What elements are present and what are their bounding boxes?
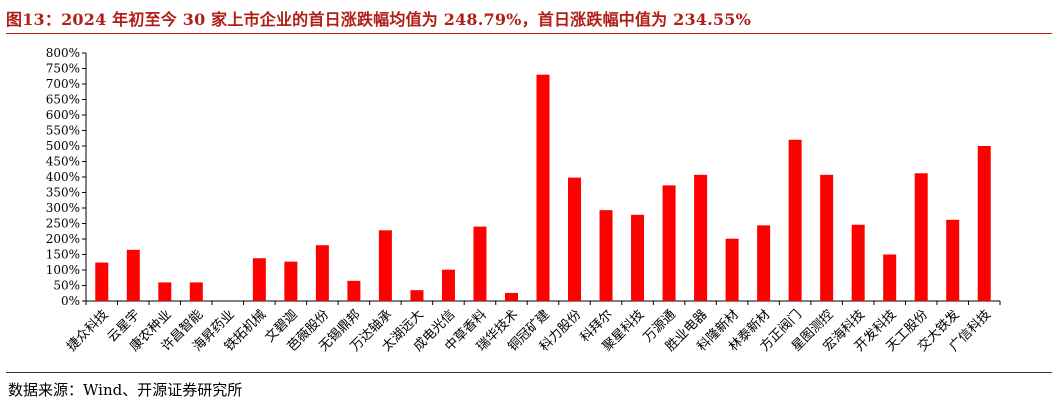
- bar: [631, 214, 645, 301]
- bar: [126, 249, 140, 301]
- bar: [946, 219, 960, 301]
- y-tick-label: 800%: [46, 46, 80, 60]
- bar: [189, 282, 203, 301]
- bar: [473, 226, 487, 301]
- bar: [568, 177, 582, 301]
- bar: [788, 139, 802, 301]
- y-tick-label: 150%: [46, 248, 80, 262]
- bar: [315, 245, 329, 301]
- y-tick-label: 500%: [46, 139, 80, 153]
- bar: [252, 258, 266, 301]
- bar: [757, 225, 771, 301]
- y-tick-label: 450%: [46, 155, 80, 169]
- title-rule: [6, 33, 1052, 34]
- bar-chart: 0%50% 100%150% 200%250% 300%350% 400%450% 500…: [46, 46, 1001, 355]
- y-tick-label: 300%: [46, 201, 80, 215]
- y-tick-label: 750%: [46, 62, 80, 76]
- bar: [378, 230, 392, 301]
- y-tick-label: 0%: [61, 294, 80, 308]
- bar: [347, 280, 361, 301]
- bar: [536, 74, 550, 301]
- bar: [977, 146, 991, 301]
- bar: [851, 224, 865, 301]
- bar: [662, 185, 676, 301]
- bar: [820, 174, 834, 301]
- y-tick-label: 50%: [53, 279, 80, 293]
- y-tick-label: 350%: [46, 186, 80, 200]
- y-tick-label: 400%: [46, 170, 80, 184]
- y-tick-label: 100%: [46, 263, 80, 277]
- source-note: 数据来源：Wind、开源证券研究所: [8, 381, 243, 399]
- bar: [95, 262, 109, 301]
- bar: [284, 261, 298, 301]
- bar: [441, 269, 455, 301]
- y-tick-label: 250%: [46, 217, 80, 231]
- x-category-label: 捷众科技: [64, 307, 111, 354]
- bar: [504, 292, 518, 301]
- bar: [725, 238, 739, 301]
- y-tick-label: 650%: [46, 93, 80, 107]
- y-tick-label: 550%: [46, 124, 80, 138]
- y-tick-label: 600%: [46, 108, 80, 122]
- bar: [694, 174, 708, 301]
- figure-title: 图13：2024 年初至今 30 家上市企业的首日涨跌幅均值为 248.79%，…: [6, 10, 751, 29]
- y-tick-label: 700%: [46, 77, 80, 91]
- bar: [158, 282, 172, 301]
- y-tick-label: 200%: [46, 232, 80, 246]
- bar: [410, 290, 424, 301]
- source-rule: [6, 372, 1052, 373]
- bar: [883, 254, 897, 301]
- bar: [914, 173, 928, 301]
- bar: [599, 210, 613, 301]
